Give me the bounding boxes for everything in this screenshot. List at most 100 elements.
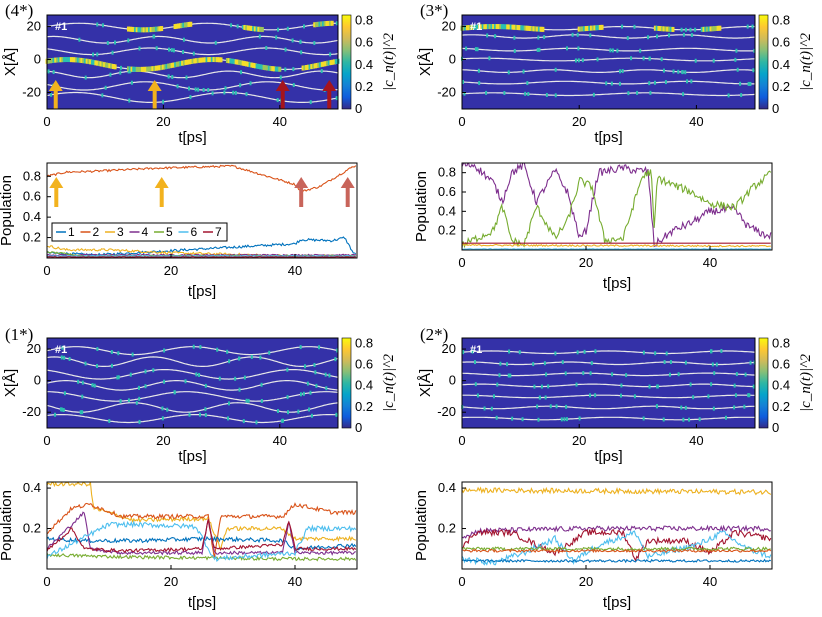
population-fleck <box>538 47 541 52</box>
hot-segment <box>191 58 195 64</box>
population-fleck <box>306 381 309 386</box>
hot-segment <box>227 58 231 64</box>
panel-3star: (3*)#10 20 40200-20t[ps]X[Å]0.80.60.40.20|… <box>417 1 814 146</box>
population-fleck <box>135 400 138 405</box>
population-fleck <box>204 407 207 412</box>
population-fleck <box>735 372 738 377</box>
population-fleck <box>171 75 174 80</box>
population-fleck <box>713 371 716 376</box>
hot-segment <box>245 25 249 31</box>
pop-axis-xtick-label: 20 <box>164 574 178 589</box>
population-fleck <box>313 41 316 46</box>
population-fleck <box>508 349 511 354</box>
population-fleck <box>199 345 202 350</box>
population-fleck <box>204 413 207 418</box>
population-fleck <box>62 408 65 413</box>
population-fleck <box>255 420 258 425</box>
hot-segment <box>90 59 94 65</box>
population-fleck <box>684 360 687 365</box>
population-fleck <box>690 33 693 38</box>
hot-segment <box>126 26 130 32</box>
hot-segment <box>321 21 325 27</box>
colorbar <box>341 337 352 429</box>
hot-segment <box>714 25 718 31</box>
pop-axis-xtick-label: 40 <box>288 263 302 278</box>
hot-segment <box>137 27 141 33</box>
population-fleck <box>649 90 652 95</box>
population-fleck <box>684 27 687 32</box>
population-fleck <box>625 373 628 378</box>
hot-segment <box>217 57 221 63</box>
pop-axis-xtick-label: 40 <box>703 574 717 589</box>
hot-segment <box>232 59 236 65</box>
colorbar-tick-label: 0 <box>772 101 779 116</box>
hot-segment <box>316 21 320 27</box>
hot-segment <box>511 24 515 30</box>
panel-1star-pop: 0 20 40 0.4 0.2 t[ps] Population <box>0 480 358 611</box>
hot-segment <box>234 59 238 65</box>
series-3-line <box>462 243 771 248</box>
pop-axis-xtick-label: 40 <box>703 255 717 270</box>
population-fleck <box>462 350 465 355</box>
population-fleck <box>672 69 675 74</box>
pop-axis-xlabel: t[ps] <box>188 594 216 611</box>
hot-segment <box>536 26 540 32</box>
legend-label-5: 5 <box>166 225 173 239</box>
population-fleck <box>77 379 80 384</box>
pop-ylabel: Population <box>0 490 15 561</box>
hot-segment <box>541 26 545 32</box>
population-fleck <box>461 79 464 84</box>
population-fleck <box>743 404 746 409</box>
hot-segment <box>312 63 316 69</box>
colorbar-tick-label: 0.6 <box>772 35 790 50</box>
hot-segment <box>513 24 517 30</box>
population-fleck <box>537 35 540 40</box>
hot-segment <box>50 58 54 64</box>
population-fleck <box>292 83 295 88</box>
hot-segment <box>248 62 252 68</box>
hot-segment <box>666 26 670 32</box>
population-fleck <box>619 393 622 398</box>
trajectory-7 <box>461 92 756 97</box>
population-fleck <box>60 407 63 412</box>
hot-segment <box>189 21 193 27</box>
population-fleck <box>744 372 747 377</box>
population-fleck <box>242 419 245 424</box>
series-1-line <box>462 558 771 564</box>
population-fleck <box>52 70 55 75</box>
hot-segment <box>110 63 114 69</box>
pop-ylabel: Population <box>0 175 15 246</box>
hot-segment <box>178 23 182 29</box>
hot-segment <box>48 58 52 64</box>
hot-segment <box>657 25 661 31</box>
population-fleck <box>538 395 541 400</box>
hot-segment <box>62 57 66 63</box>
colorbar-tick-label: 0.4 <box>772 378 790 393</box>
hot-segment <box>278 66 282 72</box>
population-fleck <box>576 350 579 355</box>
hot-segment <box>588 25 592 31</box>
population-fleck <box>239 83 242 88</box>
pop-axis-ytick-label: 0.2 <box>438 521 456 536</box>
population-fleck <box>752 68 755 73</box>
population-fleck <box>308 407 311 412</box>
hot-segment <box>203 57 207 63</box>
population-fleck <box>161 416 164 421</box>
colorbar-tick-label: 0.6 <box>355 35 373 50</box>
population-fleck <box>245 398 248 403</box>
population-fleck <box>182 37 185 42</box>
population-fleck <box>226 349 229 354</box>
population-fleck <box>188 412 191 417</box>
trajectory-5 <box>462 69 756 73</box>
population-fleck <box>167 74 170 79</box>
arrow-4-head <box>322 80 337 91</box>
trajectory-6 <box>461 80 755 85</box>
hot-segment <box>225 57 229 63</box>
hot-segment <box>273 66 277 72</box>
population-fleck <box>188 86 191 91</box>
population-fleck <box>282 418 285 423</box>
trajectory-2 <box>46 35 339 44</box>
population-fleck <box>740 93 743 98</box>
population-fleck <box>648 56 651 61</box>
population-fleck <box>476 393 479 398</box>
